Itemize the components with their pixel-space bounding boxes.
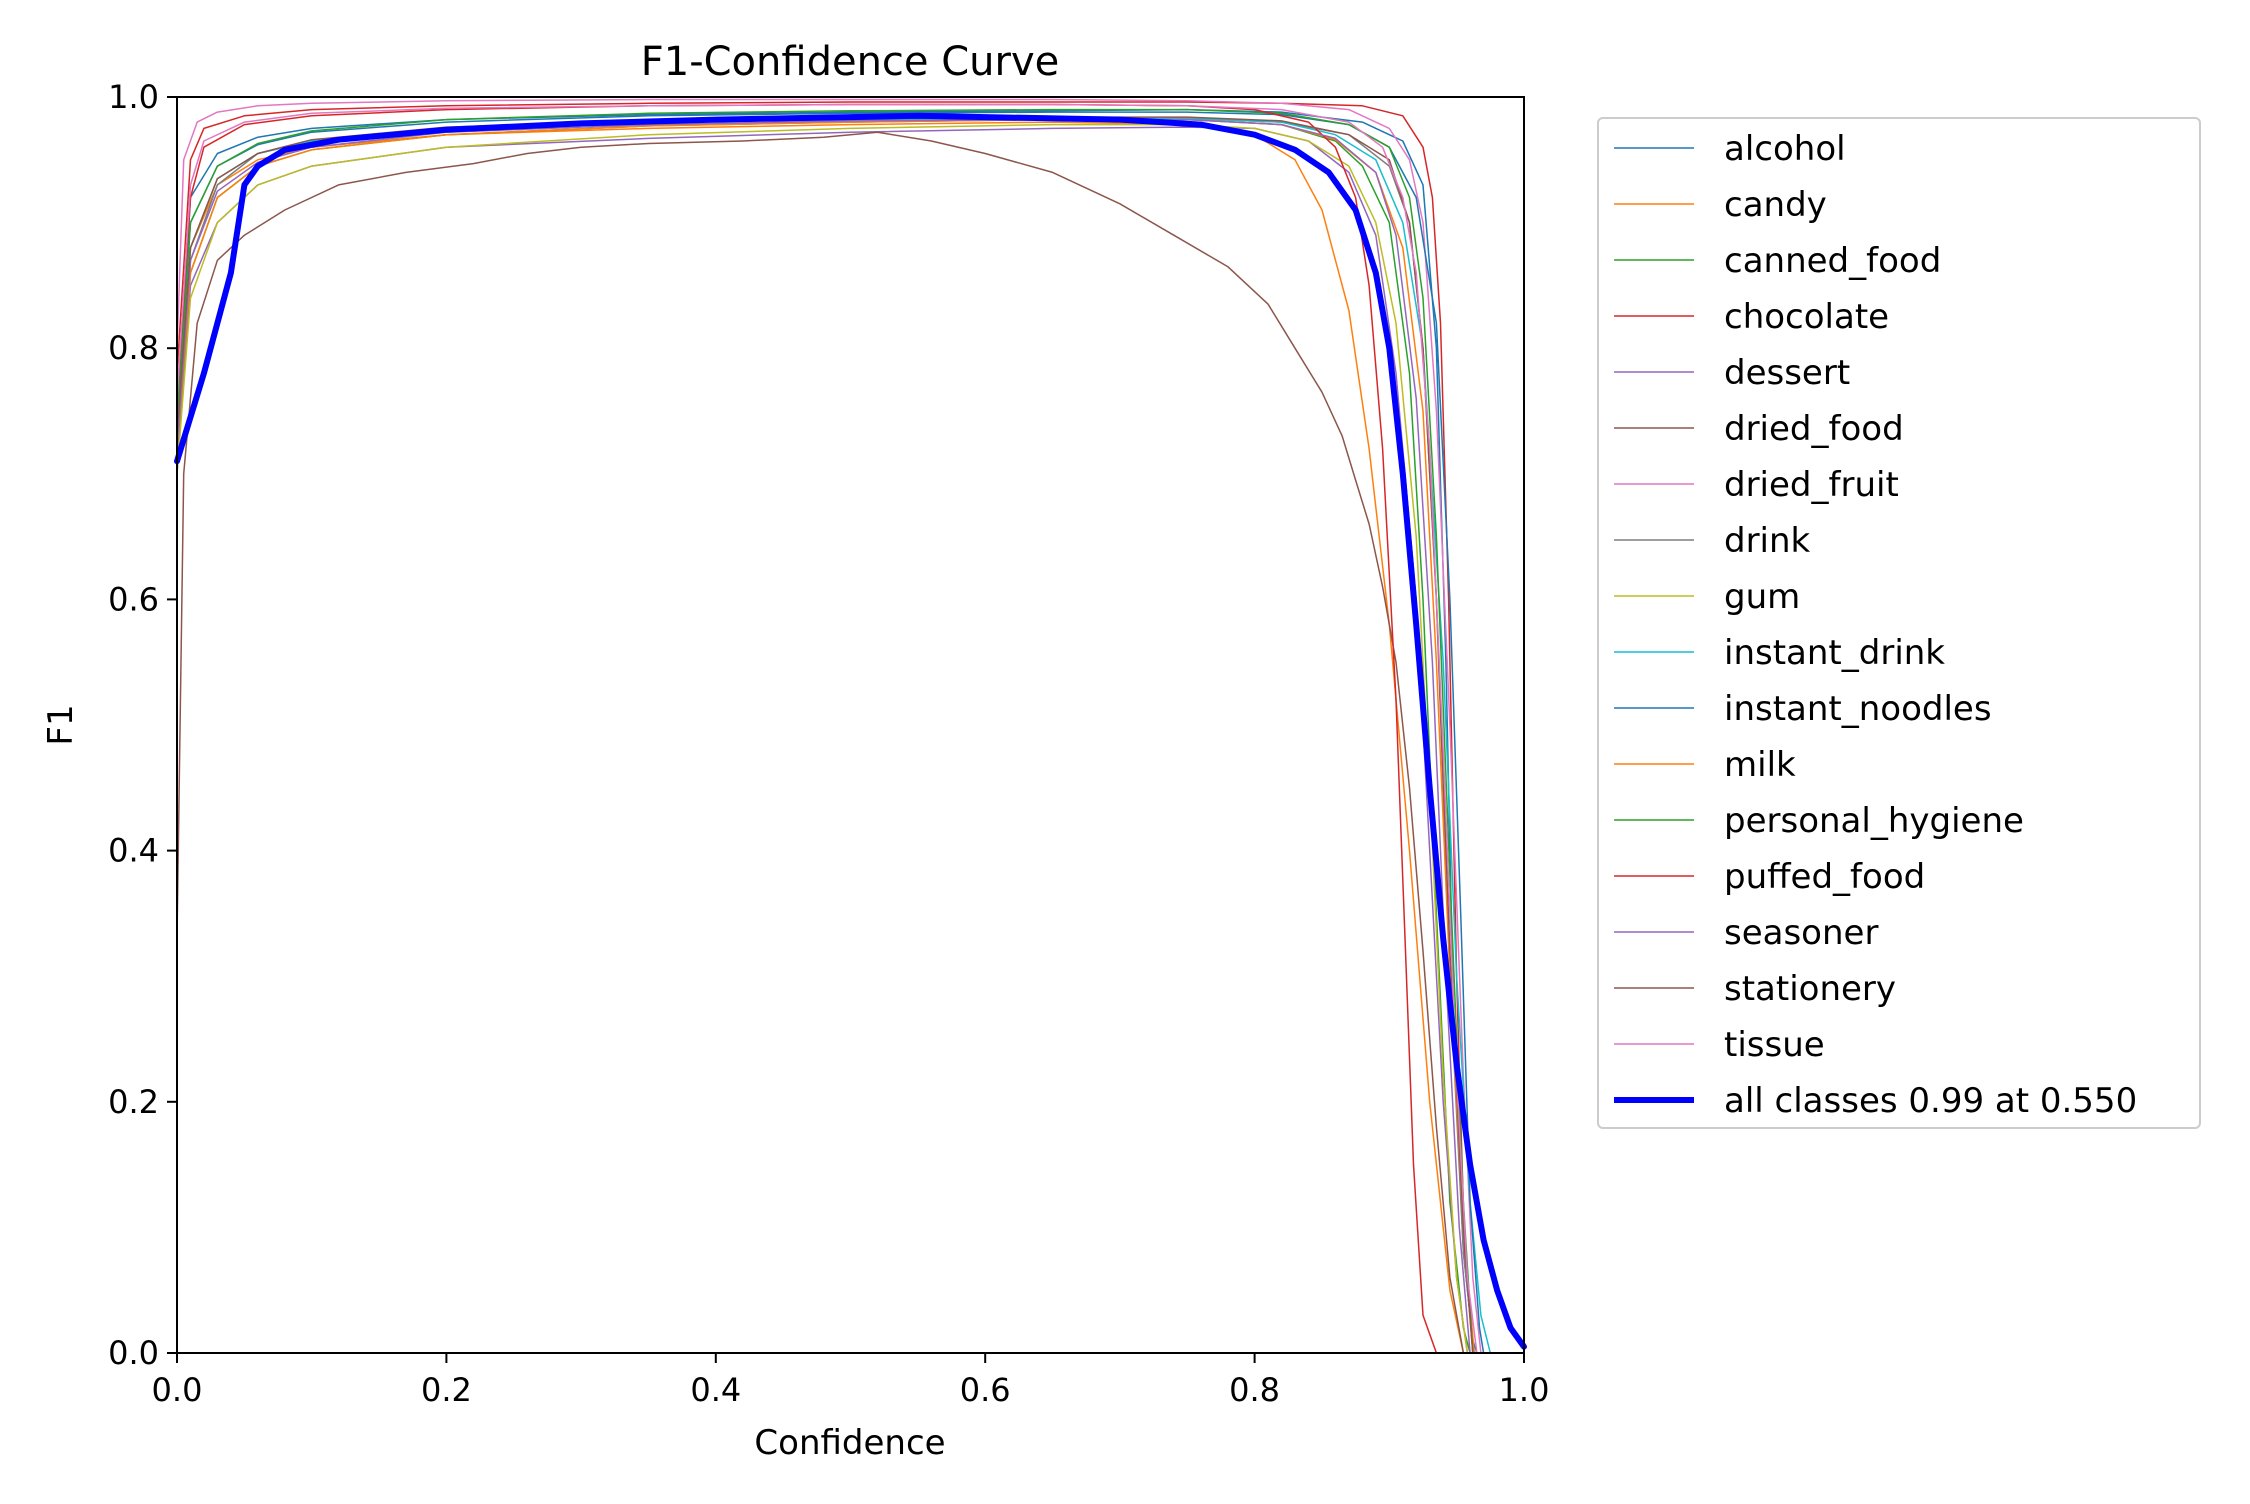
- plot-area: 0.0 0.2 0.4 0.6 0.8 1.0 0.0 0.2 0.4 0.6 0.8 1.0: [108, 78, 1549, 1409]
- legend-item-instant-drink: instant_drink: [1614, 633, 1945, 673]
- legend-label: instant_noodles: [1724, 689, 1992, 729]
- legend-item-dessert: dessert: [1614, 353, 1850, 393]
- legend-item-all-classes-0-99-at-0-550: all classes 0.99 at 0.550: [1614, 1081, 2137, 1121]
- legend-label: chocolate: [1724, 297, 1889, 337]
- x-tick-label: 0.4: [690, 1371, 741, 1409]
- legend-item-milk: milk: [1614, 745, 1796, 785]
- series-line-dried-food: [176, 131, 1465, 1354]
- y-axis-ticks: 0.0 0.2 0.4 0.6 0.8 1.0: [108, 78, 177, 1372]
- series-line-tissue: [176, 103, 1478, 1354]
- legend-label: personal_hygiene: [1724, 801, 2024, 841]
- chart-title: F1-Confidence Curve: [641, 39, 1060, 85]
- y-tick-label: 1.0: [108, 78, 159, 116]
- y-tick-label: 0.4: [108, 832, 159, 870]
- legend-label: alcohol: [1724, 129, 1846, 169]
- legend-label: dried_fruit: [1724, 465, 1899, 505]
- legend-label: tissue: [1724, 1025, 1825, 1065]
- legend: alcohol candy canned_food chocolate dessert d…: [1597, 117, 2201, 1129]
- y-tick-label: 0.6: [108, 580, 159, 618]
- series-line-all-classes-0-99-at-0-550: [174, 112, 1527, 1350]
- legend-item-chocolate: chocolate: [1614, 297, 1889, 337]
- legend-label: dessert: [1724, 353, 1850, 393]
- x-tick-label: 1.0: [1499, 1371, 1550, 1409]
- series-line-dried-fruit: [176, 98, 1482, 1354]
- legend-item-personal-hygiene: personal_hygiene: [1614, 801, 2024, 841]
- series-line-puffed-food: [176, 103, 1438, 1354]
- x-axis-label: Confidence: [754, 1423, 945, 1463]
- legend-label: all classes 0.99 at 0.550: [1724, 1081, 2137, 1121]
- legend-frame: [1597, 117, 2201, 1129]
- legend-label: seasoner: [1724, 913, 1878, 953]
- legend-label: milk: [1724, 745, 1796, 785]
- legend-item-stationery: stationery: [1614, 969, 1896, 1009]
- series-line-personal-hygiene: [176, 108, 1474, 1354]
- legend-label: stationery: [1724, 969, 1896, 1009]
- legend-items: alcohol candy canned_food chocolate dessert d…: [1614, 129, 2137, 1121]
- legend-item-instant-noodles: instant_noodles: [1614, 689, 1992, 729]
- legend-item-alcohol: alcohol: [1614, 129, 1846, 169]
- series-layer: [174, 98, 1527, 1354]
- series-line-instant-noodles: [176, 111, 1485, 1354]
- x-tick-label: 0.8: [1229, 1371, 1280, 1409]
- x-tick-label: 0.6: [960, 1371, 1011, 1409]
- legend-item-seasoner: seasoner: [1614, 913, 1878, 953]
- x-tick-label: 0.0: [152, 1371, 203, 1409]
- legend-label: drink: [1724, 521, 1811, 561]
- legend-label: gum: [1724, 577, 1800, 617]
- y-tick-label: 0.8: [108, 329, 159, 367]
- y-tick-label: 0.2: [108, 1083, 159, 1121]
- legend-item-dried-food: dried_food: [1614, 409, 1904, 449]
- axes-frame: [176, 96, 1525, 1354]
- legend-label: candy: [1724, 185, 1827, 225]
- legend-item-candy: candy: [1614, 185, 1827, 225]
- legend-item-dried-fruit: dried_fruit: [1614, 465, 1899, 505]
- x-axis-ticks: 0.0 0.2 0.4 0.6 0.8 1.0: [152, 1353, 1550, 1409]
- y-tick-label: 0.0: [108, 1334, 159, 1372]
- legend-label: canned_food: [1724, 241, 1941, 281]
- legend-item-puffed-food: puffed_food: [1614, 857, 1925, 897]
- legend-item-drink: drink: [1614, 521, 1811, 561]
- legend-label: puffed_food: [1724, 857, 1925, 897]
- legend-label: dried_food: [1724, 409, 1904, 449]
- legend-label: instant_drink: [1724, 633, 1945, 673]
- legend-item-canned-food: canned_food: [1614, 241, 1941, 281]
- x-tick-label: 0.2: [421, 1371, 472, 1409]
- y-axis-label: F1: [41, 704, 81, 745]
- series-line-seasoner: [176, 118, 1471, 1354]
- legend-item-gum: gum: [1614, 577, 1800, 617]
- legend-item-tissue: tissue: [1614, 1025, 1825, 1065]
